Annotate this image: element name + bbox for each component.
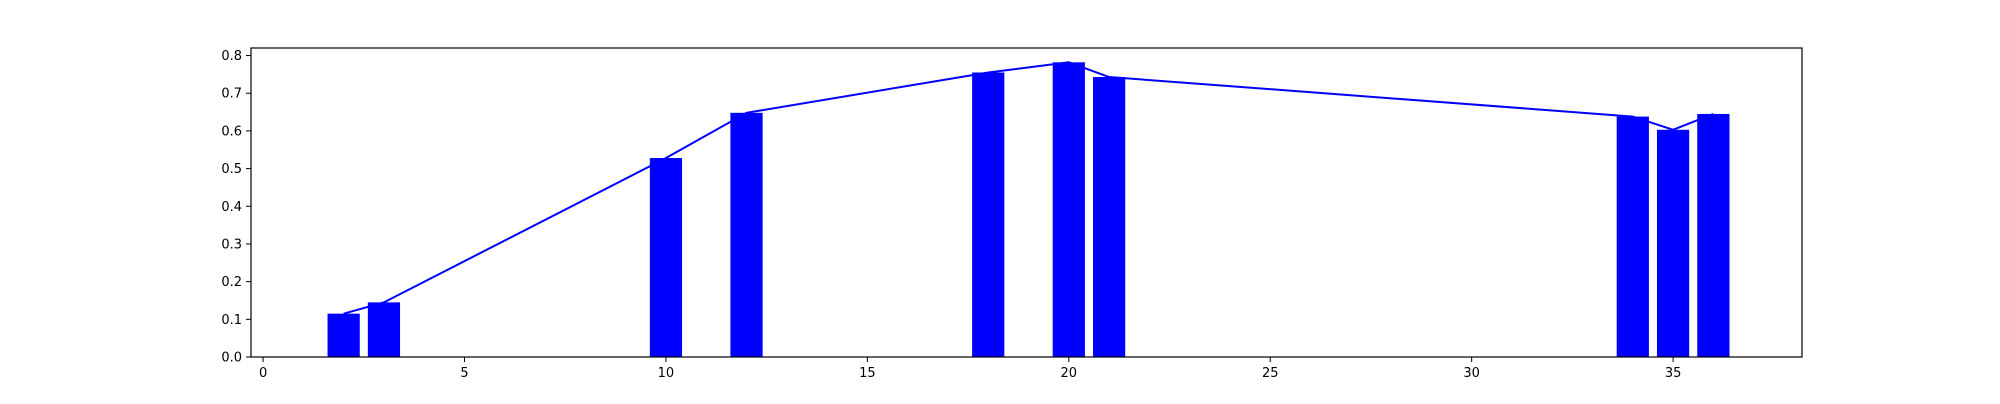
x-tick-label-0: 0	[259, 366, 267, 381]
bar-1	[367, 302, 401, 357]
x-tick-label-2: 10	[658, 366, 675, 381]
bar-6	[1092, 77, 1126, 358]
bar-2	[649, 158, 683, 357]
x-tick-label-3: 15	[859, 366, 876, 381]
x-tick-label-1: 5	[460, 366, 468, 381]
y-tick-label-2: 0.2	[221, 275, 242, 290]
bar-8	[1656, 129, 1690, 357]
y-tick-label-0: 0.0	[221, 351, 242, 366]
bar-5	[1052, 62, 1085, 357]
y-tick-label-4: 0.4	[221, 200, 242, 215]
bar-4	[972, 72, 1005, 358]
line-layer	[343, 61, 1714, 315]
y-tick-label-3: 0.3	[221, 237, 242, 252]
bar-7	[1616, 116, 1649, 357]
y-tick-label-1: 0.1	[221, 313, 242, 328]
x-tick-label-7: 35	[1665, 366, 1682, 381]
y-tick-label-6: 0.6	[221, 124, 242, 139]
y-tick-label-8: 0.8	[221, 49, 242, 64]
axes-layer: 0 5 10 15 20 25 30 35 0.0 0.1 0.2 0.3 0.4 0.5 0.6 0.7 0.…	[221, 47, 1803, 381]
bar-0	[327, 313, 360, 357]
x-tick-label-6: 30	[1463, 366, 1480, 381]
bar-3	[730, 112, 763, 357]
plot-frame	[250, 47, 1803, 358]
x-tick-label-5: 25	[1262, 366, 1279, 381]
bar-9	[1697, 113, 1730, 357]
x-tick-label-4: 20	[1061, 366, 1078, 381]
series-line	[343, 61, 1714, 315]
bars-layer	[327, 62, 1730, 358]
y-tick-label-5: 0.5	[221, 162, 242, 177]
y-tick-label-7: 0.7	[221, 87, 242, 102]
